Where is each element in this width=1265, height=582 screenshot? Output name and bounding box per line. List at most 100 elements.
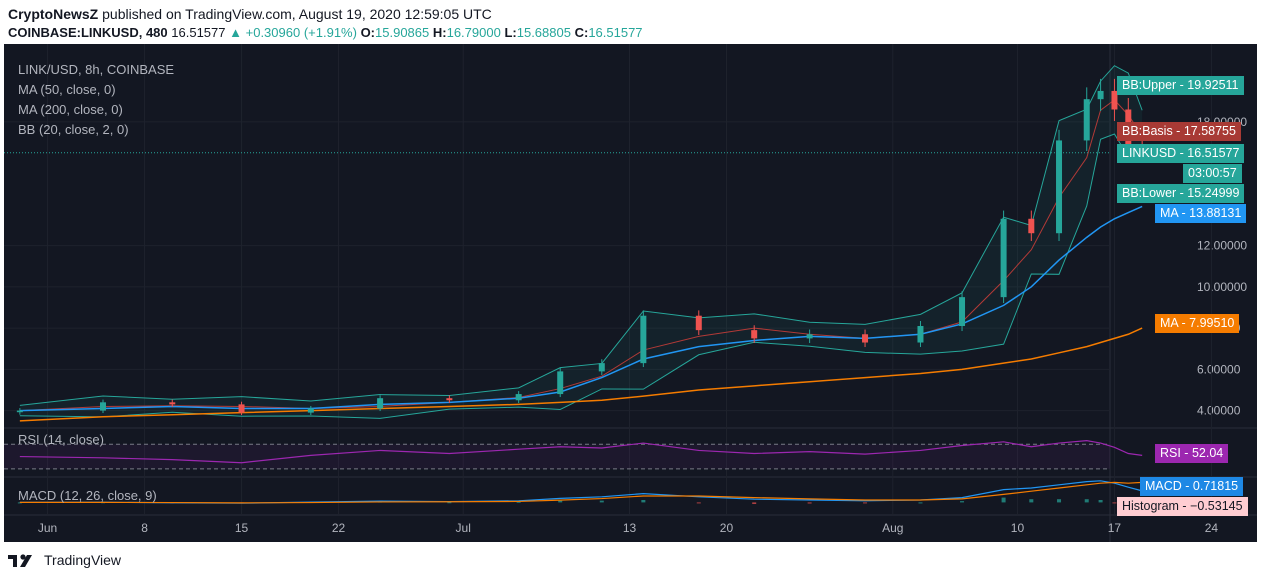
x-tick-label: 20: [720, 521, 734, 535]
candle-body: [640, 315, 647, 364]
badge-text: MACD - 0.71815: [1145, 479, 1239, 493]
legend-ma200: MA (200, close, 0): [18, 102, 123, 117]
publisher-line: CryptoNewsZ published on TradingView.com…: [8, 6, 492, 22]
price-badge: MACD - 0.71815: [1140, 477, 1244, 496]
candle-body: [99, 402, 106, 411]
rsi-band: [4, 444, 1110, 469]
badge-text: Histogram - −0.53145: [1122, 499, 1243, 513]
x-tick-label: Jun: [38, 521, 57, 535]
chart-legend: LINK/USD, 8h, COINBASE MA (50, close, 0)…: [18, 60, 174, 140]
tradingview-logo-icon: [8, 554, 32, 567]
price-badge: BB:Basis - 17.58755: [1117, 122, 1241, 141]
ohlc-line: COINBASE:LINKUSD, 480 16.51577 ▲ +0.3096…: [8, 25, 643, 40]
candle-body: [695, 315, 702, 331]
x-tick-label: 15: [235, 521, 249, 535]
price-badge: MA - 13.88131: [1155, 204, 1247, 223]
macd-histogram-bar: [599, 500, 604, 503]
bb-upper-line: [19, 65, 1143, 406]
candle-body: [1000, 218, 1007, 298]
last-price: 16.51577: [171, 25, 226, 40]
macd-histogram-bar: [17, 502, 22, 504]
price-chart[interactable]: 4.000006.000008.0000010.0000012.0000018.…: [0, 0, 1265, 542]
x-tick-label: 17: [1108, 521, 1122, 535]
low-value: 15.68805: [516, 25, 571, 40]
high-value: 16.79000: [446, 25, 501, 40]
legend-bb: BB (20, close, 2, 0): [18, 122, 129, 137]
change-up-icon: ▲: [229, 25, 242, 40]
macd-histogram-bar: [752, 502, 757, 504]
macd-histogram-bar: [1029, 499, 1034, 503]
macd-histogram-bar: [641, 500, 646, 503]
y-tick-label: 12.00000: [1197, 239, 1247, 253]
x-tick-label: Jul: [456, 521, 471, 535]
x-tick-label: 13: [623, 521, 637, 535]
macd-histogram-bar: [863, 502, 868, 504]
tradingview-logo[interactable]: TradingView: [8, 552, 121, 568]
footer: [0, 542, 1265, 582]
candle-body: [1097, 90, 1104, 100]
open-value: 15.90865: [375, 25, 430, 40]
bb-fill: [19, 65, 1143, 419]
rsi-label: RSI (14, close): [18, 432, 104, 447]
price-badge: BB:Upper - 19.92511: [1117, 76, 1244, 95]
price-badge: RSI - 52.04: [1155, 444, 1229, 463]
candle-body: [169, 402, 176, 405]
x-tick-label: 24: [1205, 521, 1219, 535]
candle-body: [598, 363, 605, 372]
publisher-name[interactable]: CryptoNewsZ: [8, 6, 99, 22]
macd-histogram-bar: [1001, 497, 1006, 503]
macd-histogram-bar: [558, 500, 563, 503]
candle-body: [557, 371, 564, 395]
publisher-info: published on TradingView.com, August 19,…: [102, 6, 492, 22]
close-value: 16.51577: [588, 25, 643, 40]
badge-text: BB:Basis - 17.58755: [1122, 124, 1236, 138]
open-label: O:: [360, 25, 376, 40]
candle-body: [515, 394, 522, 401]
candle-body: [917, 326, 924, 343]
macd-histogram-bar: [1057, 499, 1062, 503]
candle-body: [446, 398, 453, 401]
candle-body: [959, 297, 966, 327]
candle-body: [862, 334, 869, 343]
candle-body: [16, 410, 23, 413]
x-tick-label: Aug: [882, 521, 903, 535]
publish-header: CryptoNewsZ published on TradingView.com…: [0, 0, 1265, 44]
macd-histogram-bar: [1112, 502, 1117, 504]
price-badge: BB:Lower - 15.24999: [1117, 184, 1245, 203]
candle-body: [751, 330, 758, 339]
candle-body: [806, 334, 813, 339]
candle-body: [1056, 140, 1063, 234]
macd-histogram-bar: [447, 502, 452, 504]
x-tick-label: 8: [141, 521, 148, 535]
candle-body: [1111, 90, 1118, 110]
candle-body: [377, 398, 384, 409]
price-badge: 03:00:57: [1183, 164, 1242, 183]
price-badge: MA - 7.99510: [1155, 314, 1240, 333]
rsi-line: [19, 439, 1143, 464]
legend-pair: LINK/USD, 8h, COINBASE: [18, 62, 175, 77]
x-tick-label: 10: [1011, 521, 1025, 535]
badge-text: LINKUSD - 16.51577: [1122, 146, 1240, 160]
close-label: C:: [574, 25, 589, 40]
badge-text: 03:00:57: [1188, 166, 1237, 180]
macd-histogram-bar: [918, 502, 923, 504]
low-label: L:: [504, 25, 517, 40]
macd-signal-line: [19, 481, 1143, 504]
price-badge: LINKUSD - 16.51577: [1117, 144, 1245, 163]
badge-text: BB:Upper - 19.92511: [1122, 78, 1239, 92]
x-tick-label: 22: [332, 521, 346, 535]
badge-text: MA - 7.99510: [1160, 316, 1235, 330]
y-tick-label: 10.00000: [1197, 280, 1247, 294]
macd-histogram-bar: [696, 502, 701, 504]
macd-label: MACD (12, 26, close, 9): [18, 488, 157, 503]
high-label: H:: [432, 25, 447, 40]
candle-body: [238, 404, 245, 413]
candle-body: [307, 408, 314, 413]
chart-frame[interactable]: [4, 44, 1257, 542]
badge-text: BB:Lower - 15.24999: [1122, 186, 1240, 200]
candle-body: [1028, 218, 1035, 234]
candle-body: [1083, 99, 1090, 141]
macd-histogram-bar: [516, 501, 521, 503]
macd-histogram-bar: [807, 502, 812, 504]
legend-ma50: MA (50, close, 0): [18, 82, 116, 97]
